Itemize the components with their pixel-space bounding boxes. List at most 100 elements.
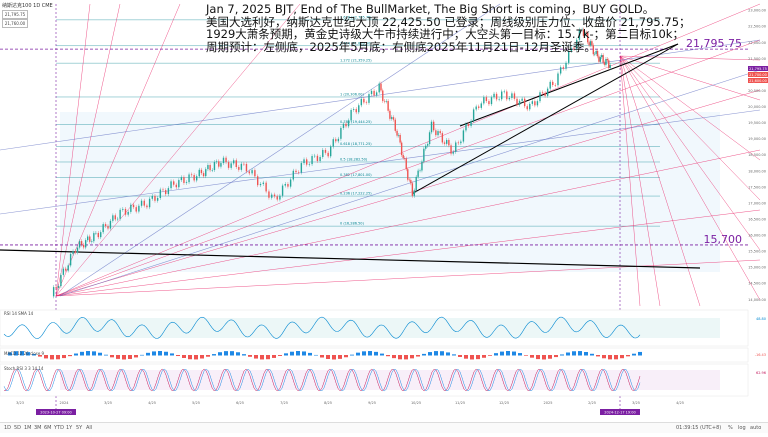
range-6m[interactable]: 6M	[44, 425, 52, 431]
candle-body	[389, 110, 391, 119]
macd-histogram-bar	[308, 352, 312, 356]
candle-body	[399, 134, 401, 143]
candle-body	[608, 60, 610, 68]
candle-body	[233, 160, 235, 164]
candle-body	[74, 251, 77, 253]
macd-histogram-bar	[20, 351, 24, 356]
price-tag-label: 21,700.00	[749, 73, 767, 77]
macd-histogram-bar	[230, 351, 234, 356]
candle-body	[240, 163, 243, 170]
range-5d[interactable]: 5D	[14, 425, 22, 431]
candle-body	[135, 207, 137, 212]
scale-auto[interactable]: auto	[750, 425, 762, 431]
macd-histogram-bar	[38, 355, 42, 357]
x-tick-label: 9/25	[368, 401, 376, 405]
candle-body	[588, 42, 590, 46]
candle-body	[102, 224, 104, 233]
candle-body	[581, 29, 583, 31]
x-tick-label: 7/25	[280, 401, 288, 405]
macd-histogram-bar	[182, 355, 186, 358]
candle-body	[599, 57, 602, 62]
candle-body	[448, 139, 450, 146]
candle-body	[546, 88, 549, 96]
candle-body	[400, 142, 403, 156]
stoch-pane-label[interactable]: Stoch RSI 3 3 14 14	[4, 366, 44, 371]
trend-ray	[59, 3, 501, 297]
candle-body	[405, 158, 407, 170]
symbol-title[interactable]: 纳斯达克100 1D CME	[2, 3, 53, 9]
scale-log[interactable]: log	[738, 425, 746, 431]
macd-histogram-bar	[398, 355, 402, 360]
candle-body	[591, 41, 593, 46]
macd-histogram-bar	[404, 355, 408, 360]
macd-histogram-bar	[74, 353, 78, 356]
candle-body	[557, 73, 559, 86]
candle-body	[430, 121, 433, 133]
candle-body	[432, 121, 435, 131]
rsi-band	[60, 318, 720, 338]
range-ytd[interactable]: YTD	[54, 425, 64, 431]
candle-body	[603, 62, 606, 65]
candle-body	[143, 200, 145, 206]
macd-histogram-bar	[446, 352, 450, 356]
candle-body	[273, 194, 276, 197]
candle-body	[396, 130, 398, 136]
candle-body	[248, 171, 250, 174]
x-tick-label: 2025	[544, 401, 553, 405]
candle-body	[251, 170, 253, 174]
candle-body	[132, 204, 135, 208]
macd-histogram-bar	[158, 351, 162, 356]
macd-histogram-bar	[134, 355, 138, 358]
candle-body	[483, 97, 485, 104]
candle-body	[485, 97, 488, 102]
candle-body	[107, 226, 109, 229]
candle-body	[602, 55, 604, 63]
fib-level-label: 1.272 (21,359.25)	[340, 59, 372, 63]
candle-body	[324, 149, 327, 153]
candle-body	[195, 176, 198, 181]
macd-histogram-bar	[8, 352, 12, 356]
candle-body	[185, 182, 188, 183]
range-1y[interactable]: 1Y	[66, 425, 73, 431]
gann-fan-line	[619, 55, 761, 301]
trend-ray	[0, 109, 761, 215]
sell-quote[interactable]: 21,795.75	[2, 10, 28, 19]
candle-body	[536, 101, 539, 106]
y-tick-label: 18,000.00	[748, 169, 766, 173]
candle-body	[529, 103, 531, 110]
buy-quote[interactable]: 21,760.00	[2, 19, 28, 28]
trend-ray	[0, 39, 761, 151]
candle-body	[295, 170, 297, 173]
y-tick-label: 18,500.00	[748, 153, 766, 157]
candle-body	[503, 91, 505, 93]
candle-body	[230, 163, 232, 168]
x-tick-label: 3/25	[104, 401, 112, 405]
range-1d[interactable]: 1D	[4, 425, 12, 431]
scale-percent[interactable]: %	[728, 425, 733, 431]
macd-pane-label[interactable]: MACD 12 26 close 9	[4, 351, 45, 356]
candle-body	[585, 32, 588, 33]
range-all[interactable]: All	[86, 425, 93, 431]
candle-body	[140, 200, 143, 206]
candle-body	[584, 32, 586, 36]
candle-body	[426, 144, 429, 146]
range-3m[interactable]: 3M	[34, 425, 42, 431]
wedge-lower-line	[412, 43, 679, 194]
candle-body	[127, 211, 129, 215]
macd-histogram-bar	[320, 355, 324, 358]
macd-histogram-bar	[470, 355, 474, 360]
candle-body	[93, 233, 95, 242]
candle-body	[450, 145, 452, 154]
candle-body	[164, 190, 167, 195]
long-trend-line	[0, 249, 701, 269]
macd-histogram-bar	[284, 353, 288, 356]
candle-body	[82, 244, 85, 248]
y-tick-label: 16,000.00	[748, 234, 766, 238]
candle-body	[411, 183, 414, 196]
range-1m[interactable]: 1M	[24, 425, 32, 431]
rsi-pane-label[interactable]: RSI 14 SMA 14	[4, 311, 34, 316]
candle-body	[435, 130, 437, 136]
range-5y[interactable]: 5Y	[76, 425, 83, 431]
